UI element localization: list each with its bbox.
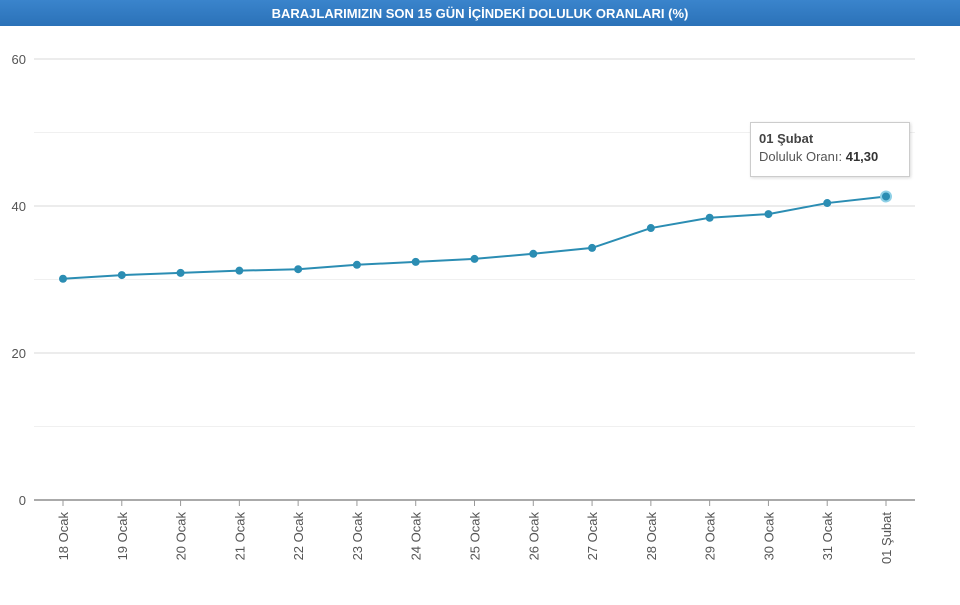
data-point bbox=[176, 268, 185, 277]
x-tick-label: 24 Ocak bbox=[409, 512, 424, 561]
data-point bbox=[529, 249, 538, 258]
data-point bbox=[588, 243, 597, 252]
tooltip-title: 01 Şubat bbox=[759, 131, 814, 146]
y-tick-label: 60 bbox=[12, 52, 26, 67]
data-point bbox=[59, 274, 67, 283]
data-point bbox=[823, 199, 832, 208]
tooltip-label: Doluluk Oranı: bbox=[759, 149, 843, 164]
x-tick-label: 29 Ocak bbox=[703, 512, 718, 561]
chart-title: BARAJLARIMIZIN SON 15 GÜN İÇİNDEKİ DOLUL… bbox=[0, 0, 960, 26]
data-point bbox=[352, 260, 361, 269]
y-tick-label: 20 bbox=[12, 346, 26, 361]
data-point bbox=[470, 254, 479, 263]
series-line bbox=[62, 195, 887, 280]
data-point bbox=[117, 271, 126, 280]
x-tick-label: 26 Ocak bbox=[526, 512, 541, 561]
x-tick-label: 20 Ocak bbox=[174, 512, 189, 561]
data-point bbox=[880, 190, 892, 203]
x-tick-label: 01 Şubat bbox=[879, 512, 894, 564]
data-point bbox=[764, 210, 773, 219]
data-point bbox=[705, 213, 714, 222]
x-tick-label: 23 Ocak bbox=[350, 512, 365, 561]
y-tick-label: 40 bbox=[12, 199, 26, 214]
y-tick-label: 0 bbox=[19, 493, 26, 508]
x-tick-label: 31 Ocak bbox=[820, 512, 835, 561]
data-point bbox=[411, 257, 420, 266]
tooltip: 01 Şubat Doluluk Oranı: 41,30 bbox=[750, 122, 910, 177]
data-point bbox=[294, 265, 303, 274]
tooltip-value: 41,30 bbox=[845, 149, 879, 164]
x-tick-label: 30 Ocak bbox=[761, 512, 776, 561]
x-tick-label: 21 Ocak bbox=[232, 512, 247, 561]
data-point bbox=[235, 266, 244, 275]
data-point bbox=[646, 224, 655, 233]
x-tick-label: 27 Ocak bbox=[585, 512, 600, 561]
x-tick-label: 25 Ocak bbox=[468, 512, 483, 561]
x-tick-label: 28 Ocak bbox=[644, 512, 659, 561]
x-tick-label: 19 Ocak bbox=[115, 512, 130, 561]
x-tick-label: 18 Ocak bbox=[56, 512, 71, 561]
x-tick-label: 22 Ocak bbox=[291, 512, 306, 561]
